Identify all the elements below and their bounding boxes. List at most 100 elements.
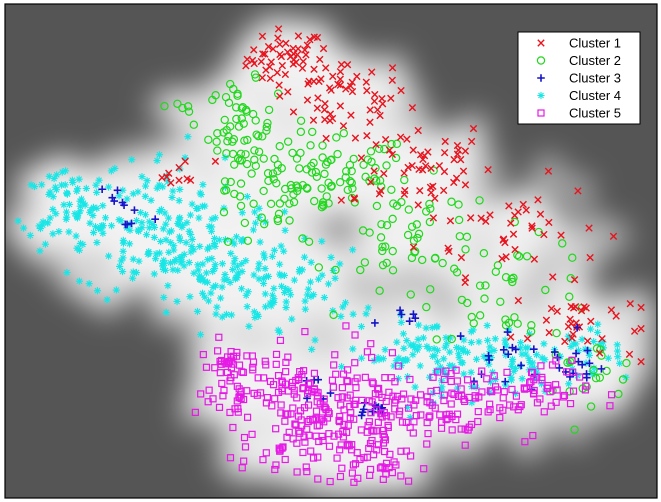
point-cluster-4 — [436, 363, 445, 371]
point-cluster-5 — [343, 428, 351, 437]
point-cluster-4 — [156, 249, 164, 257]
point-cluster-4 — [175, 197, 183, 205]
point-cluster-1 — [612, 312, 620, 320]
point-cluster-3 — [501, 377, 510, 386]
point-cluster-5 — [303, 425, 311, 433]
point-cluster-2 — [331, 265, 340, 275]
point-cluster-5 — [238, 368, 246, 376]
point-cluster-5 — [301, 327, 309, 336]
point-cluster-4 — [77, 195, 86, 203]
point-cluster-4 — [454, 350, 463, 358]
point-cluster-5 — [488, 388, 496, 396]
point-cluster-5 — [499, 394, 507, 402]
point-cluster-5 — [304, 417, 312, 426]
point-cluster-4 — [45, 190, 53, 198]
point-cluster-5 — [219, 392, 227, 400]
point-cluster-2 — [304, 237, 314, 246]
point-cluster-4 — [239, 236, 247, 244]
legend: Cluster 1 Cluster 2 Cluster 3 Cluster 4 Clus… — [517, 31, 641, 125]
point-cluster-4 — [288, 315, 296, 323]
point-cluster-1 — [429, 182, 437, 191]
point-cluster-4 — [251, 219, 260, 227]
point-cluster-4 — [599, 338, 607, 346]
point-cluster-1 — [370, 97, 379, 105]
point-cluster-4 — [268, 298, 276, 306]
point-cluster-4 — [238, 260, 246, 268]
point-cluster-1 — [540, 230, 548, 239]
point-cluster-3 — [573, 323, 582, 332]
point-cluster-5 — [444, 415, 452, 423]
point-cluster-1 — [514, 296, 523, 305]
point-cluster-1 — [572, 319, 580, 327]
point-cluster-4 — [565, 380, 573, 388]
point-cluster-1 — [453, 150, 462, 158]
point-cluster-5 — [289, 435, 297, 443]
legend-marker-cluster-1 — [537, 39, 545, 47]
point-cluster-4 — [394, 375, 403, 383]
point-cluster-2 — [565, 387, 574, 396]
point-cluster-4 — [261, 290, 269, 298]
point-cluster-5 — [240, 433, 249, 442]
point-cluster-2 — [527, 321, 536, 330]
point-cluster-5 — [293, 394, 301, 402]
point-cluster-5 — [306, 415, 314, 424]
point-cluster-4 — [532, 374, 540, 382]
point-cluster-4 — [150, 270, 158, 278]
point-cluster-4 — [58, 168, 66, 176]
point-cluster-4 — [540, 340, 548, 348]
point-cluster-2 — [268, 169, 278, 178]
point-cluster-4 — [244, 288, 252, 296]
point-cluster-1 — [544, 167, 553, 175]
point-cluster-2 — [558, 239, 567, 248]
point-cluster-5 — [296, 407, 305, 415]
point-cluster-5 — [325, 430, 333, 438]
series-cluster-1 — [158, 25, 645, 366]
point-cluster-1 — [388, 64, 397, 72]
point-cluster-4 — [487, 354, 495, 362]
point-cluster-4 — [286, 291, 295, 299]
point-cluster-5 — [374, 418, 382, 426]
point-cluster-1 — [276, 40, 284, 49]
point-cluster-4 — [155, 151, 164, 159]
point-cluster-5 — [350, 400, 358, 409]
point-cluster-2 — [335, 178, 345, 187]
point-cluster-2 — [417, 255, 427, 265]
point-cluster-4 — [429, 399, 438, 407]
point-cluster-5 — [402, 418, 410, 427]
point-cluster-4 — [502, 351, 510, 359]
point-cluster-5 — [227, 353, 235, 361]
point-cluster-4 — [199, 276, 207, 284]
point-cluster-5 — [268, 402, 276, 410]
point-cluster-1 — [248, 56, 257, 65]
point-cluster-4 — [578, 335, 586, 343]
point-cluster-3 — [110, 197, 118, 205]
point-cluster-4 — [455, 354, 463, 362]
point-cluster-5 — [281, 455, 289, 464]
point-cluster-4 — [95, 176, 103, 184]
point-cluster-1 — [292, 58, 300, 66]
point-cluster-1 — [587, 317, 595, 326]
point-cluster-5 — [370, 427, 378, 435]
point-cluster-2 — [240, 218, 250, 228]
point-cluster-4 — [184, 133, 192, 141]
point-cluster-5 — [339, 370, 348, 378]
point-cluster-5 — [326, 477, 334, 486]
point-cluster-5 — [412, 412, 420, 420]
point-cluster-4 — [205, 243, 214, 251]
point-cluster-5 — [230, 371, 238, 379]
point-cluster-5 — [336, 472, 345, 481]
point-cluster-5 — [344, 377, 352, 386]
point-cluster-4 — [210, 234, 219, 243]
point-cluster-2 — [289, 197, 299, 207]
point-cluster-4 — [590, 364, 598, 372]
point-cluster-4 — [282, 298, 290, 306]
point-cluster-5 — [263, 394, 271, 402]
point-cluster-4 — [142, 231, 151, 239]
point-cluster-4 — [516, 362, 524, 370]
point-cluster-5 — [553, 386, 561, 394]
point-cluster-4 — [209, 267, 217, 276]
point-cluster-5 — [369, 379, 377, 388]
point-cluster-2 — [375, 286, 384, 295]
point-cluster-2 — [259, 186, 268, 196]
point-cluster-5 — [215, 403, 224, 411]
